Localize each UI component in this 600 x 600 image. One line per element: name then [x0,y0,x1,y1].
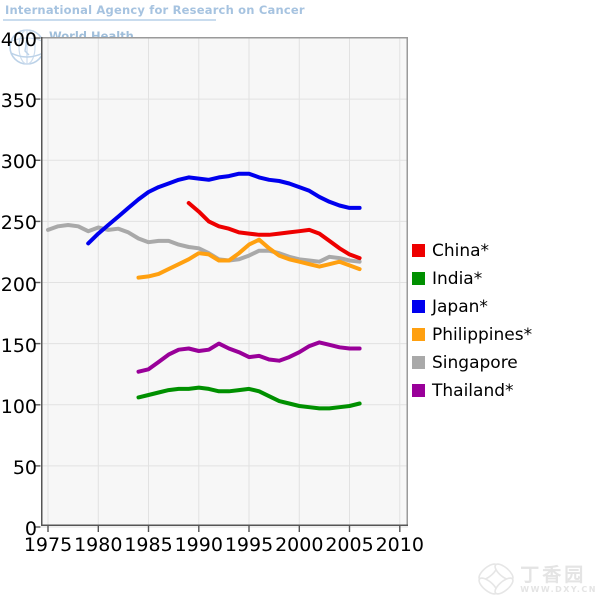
y-axis-tick-label: 200 [0,273,37,296]
header-divider [3,19,216,21]
y-axis-tick-label: 300 [0,151,37,174]
legend-label: Japan* [432,296,488,317]
legend-label: China* [432,240,490,261]
legend-item-china: China* [412,240,532,261]
x-axis-tick-label: 1980 [74,534,123,556]
legend-label: Thailand* [432,380,514,401]
dxy-logo-icon [478,563,514,595]
who-logo-icon [7,27,47,71]
x-axis-tick-label: 1990 [174,534,223,556]
y-axis-tick-label: 50 [12,456,37,479]
legend-item-philippines: Philippines* [412,324,533,345]
y-axis-tick-label: 100 [0,395,37,418]
series-line-thailand [136,340,362,374]
x-axis-tick-label: 2010 [375,534,424,556]
x-axis-tick-label: 2000 [275,534,324,556]
series-line-china [186,201,362,261]
legend-label: India* [432,268,483,289]
y-axis-tick-label: 350 [0,90,37,113]
legend-item-india: India* [412,268,532,289]
legend-label: Singapore [432,352,518,373]
y-axis-tick-label: 0 [24,518,37,540]
watermark-site-url: WWW.DXY.CN [520,584,597,594]
series-line-japan [86,171,362,246]
legend-label: Philippines* [432,324,533,345]
legend-swatch [412,328,425,341]
y-axis-tick-label: 150 [0,334,37,357]
series-line-india [136,385,362,411]
x-axis-tick-label: 1995 [224,534,274,556]
header-agency-title: International Agency for Research on Can… [5,3,305,17]
watermark-site-name: 丁香园 [520,563,587,586]
watermark: 丁香园 WWW.DXY.CN [476,561,597,597]
x-axis-tick-label: 2005 [325,534,374,556]
legend-swatch [412,244,425,257]
legend-item-thailand: Thailand* [412,380,532,401]
y-axis-tick-label: 250 [0,212,37,235]
x-axis-tick-label: 1975 [23,534,73,556]
series-line-singapore [46,223,362,264]
legend-swatch [412,384,425,397]
legend-item-japan: Japan* [412,296,532,317]
x-axis-tick-label: 1985 [124,534,173,556]
legend-item-singapore: Singapore [412,352,532,373]
legend-swatch [412,272,425,285]
chart-legend: China* India* Japan* Philippines* Singapore T… [412,241,532,409]
chart-plot-area [35,37,408,532]
legend-swatch [412,300,425,313]
chart-canvas [35,37,408,532]
legend-swatch [412,356,425,369]
series-line-philippines [136,237,362,280]
